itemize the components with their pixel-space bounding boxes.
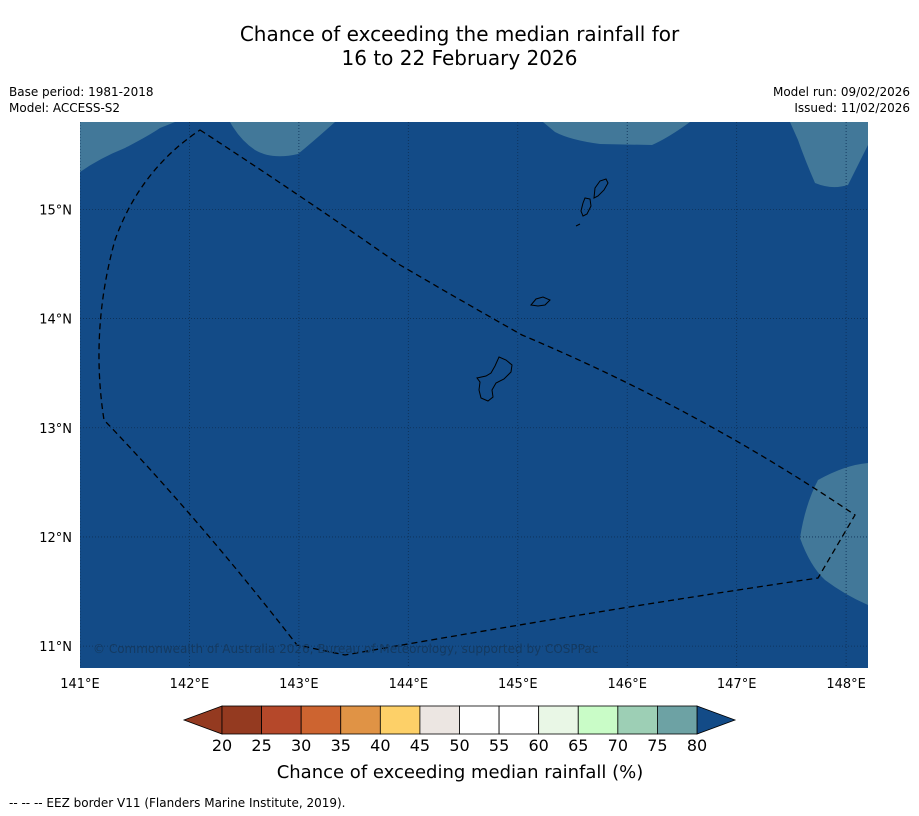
- island-saipan: [593, 178, 609, 199]
- island-outlines: [476, 178, 609, 402]
- map-panel: © Commonwealth of Australia 2026, Bureau…: [80, 122, 868, 668]
- longitude-tick-label: 146°E: [607, 677, 647, 692]
- colorbar-tick-label: 35: [331, 736, 351, 755]
- longitude-tick-label: 148°E: [826, 677, 866, 692]
- graticule: [80, 122, 868, 668]
- longitude-tick-label: 147°E: [717, 677, 757, 692]
- colorbar-tick-label: 50: [449, 736, 469, 755]
- colorbar-label: Chance of exceeding median rainfall (%): [277, 762, 644, 783]
- base-period-label: Base period: 1981-2018: [9, 85, 154, 99]
- colorbar-swatch: [538, 705, 579, 735]
- longitude-tick-label: 141°E: [60, 677, 100, 692]
- map-axis-labels: 141°E 142°E 143°E 144°E 145°E 146°E 147°E 148°E…: [39, 203, 866, 692]
- colorbar-swatch: [577, 705, 619, 735]
- colorbar-swatch: [657, 705, 698, 735]
- colorbar-tick-label: 60: [528, 736, 548, 755]
- colorbar-tick-label: 20: [212, 736, 232, 755]
- metadata-right: Model run: 09/02/2026 Issued: 11/02/2026: [773, 84, 910, 116]
- map-title-line-2: 16 to 22 February 2026: [341, 46, 578, 70]
- latitude-tick-label: 15°N: [39, 203, 72, 218]
- region-70-75-north-centre: [543, 122, 690, 145]
- metadata-left: Base period: 1981-2018 Model: ACCESS-S2: [9, 84, 154, 116]
- island-tinian: [580, 197, 592, 217]
- model-run-label: Model run: 09/02/2026: [772, 85, 910, 99]
- colorbar-tick-label: 25: [251, 736, 271, 755]
- eez-border-footnote: -- -- -- EEZ border V11 (Flanders Marine…: [9, 796, 346, 810]
- latitude-tick-label: 12°N: [39, 531, 72, 546]
- colorbar-swatch: [261, 705, 302, 735]
- issued-label: Issued: 11/02/2026: [794, 101, 910, 115]
- colorbar-swatch: [419, 705, 460, 735]
- longitude-tick-label: 145°E: [498, 677, 538, 692]
- copyright-notice: © Commonwealth of Australia 2026, Bureau…: [93, 642, 598, 656]
- colorbar-tick-label: 80: [687, 736, 707, 755]
- longitude-tick-label: 142°E: [170, 677, 210, 692]
- colorbar-swatch: [379, 705, 421, 735]
- colorbar-swatch: [617, 705, 658, 735]
- region-70-75-east: [800, 463, 868, 605]
- map-background-80-plus: [80, 122, 868, 668]
- latitude-tick-label: 14°N: [39, 313, 72, 328]
- colorbar-tick-label: 55: [489, 736, 509, 755]
- colorbar-swatch: [498, 705, 540, 735]
- colorbar: 20 25 30 35 40 45 50 55 60 65 70 75 80: [182, 705, 737, 755]
- colorbar-tick-label: 75: [647, 736, 667, 755]
- colorbar-swatch: [340, 705, 381, 735]
- colorbar-over-arrow: [696, 705, 737, 735]
- colorbar-swatch: [221, 705, 262, 735]
- region-70-75-northeast: [790, 122, 868, 188]
- latitude-tick-label: 11°N: [39, 640, 72, 655]
- island-aguijan: [575, 223, 581, 227]
- eez-border: [98, 129, 856, 656]
- island-guam: [476, 356, 513, 402]
- colorbar-tick-label: 70: [608, 736, 628, 755]
- map-title-line-1: Chance of exceeding the median rainfall …: [239, 22, 680, 46]
- colorbar-tick-label: 30: [291, 736, 311, 755]
- colorbar-tick-label: 65: [568, 736, 588, 755]
- colorbar-swatch: [459, 705, 500, 735]
- model-label: Model: ACCESS-S2: [9, 101, 121, 115]
- longitude-tick-label: 144°E: [389, 677, 429, 692]
- region-70-75-northwest: [80, 122, 335, 172]
- longitude-tick-label: 143°E: [279, 677, 319, 692]
- colorbar-under-arrow: [182, 705, 223, 735]
- colorbar-swatch: [300, 705, 342, 735]
- island-rota: [530, 296, 551, 307]
- colorbar-tick-label: 45: [410, 736, 430, 755]
- colorbar-tick-label: 40: [370, 736, 390, 755]
- latitude-tick-label: 13°N: [39, 422, 72, 437]
